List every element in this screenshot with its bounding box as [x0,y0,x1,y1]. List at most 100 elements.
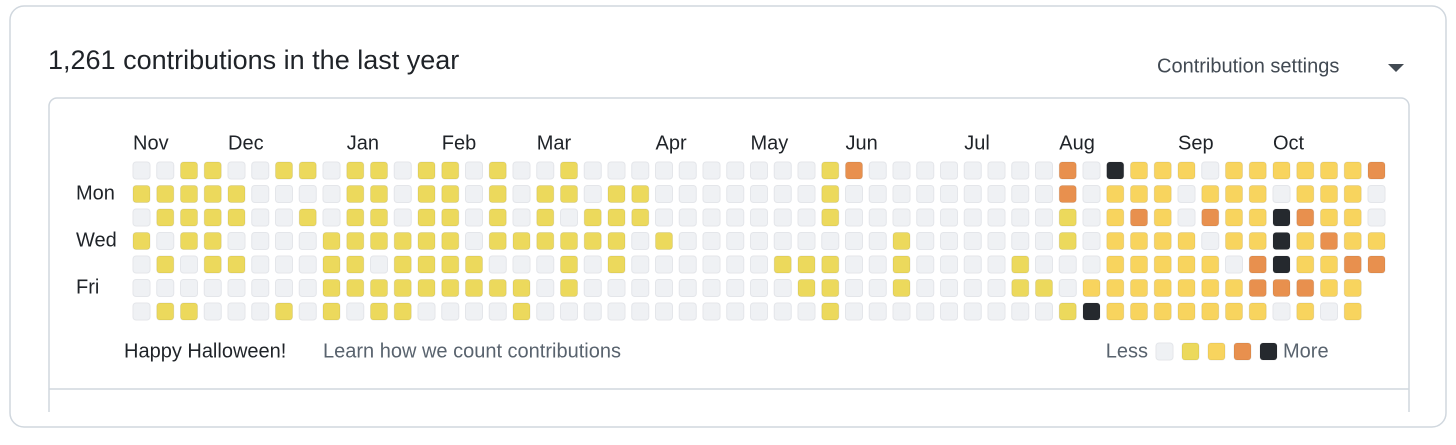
contribution-day [156,232,175,250]
dropdown-caret[interactable] [1388,64,1404,72]
contribution-day [1201,255,1220,274]
day-label: Wed [76,229,117,251]
contribution-day [1248,279,1267,297]
contribution-day [916,185,935,203]
contribution-day [1248,232,1267,250]
contribution-day [631,161,650,180]
contribution-day [227,302,246,321]
contribution-day [1177,185,1196,203]
contribution-day [417,302,436,321]
contribution-day [1130,302,1148,321]
graph-box [48,97,1410,412]
contribution-day [1343,302,1362,321]
contribution-day [1035,185,1053,203]
contribution-day [417,232,436,250]
contribution-day [560,255,578,274]
contribution-day [868,208,887,227]
contribution-day [797,279,816,297]
contribution-day [251,232,270,250]
contribution-day [346,232,365,250]
contribution-day [560,161,578,180]
contribution-day [1106,161,1125,180]
contribution-day [583,232,602,250]
contribution-day [1011,208,1030,227]
contribution-day [1343,208,1362,227]
contribution-day [750,232,768,250]
legend-cell [1259,342,1278,361]
contribution-day [512,161,531,180]
contribution-day [916,255,935,274]
contribution-day [655,232,673,250]
contribution-day [631,232,650,250]
contribution-day [678,185,697,203]
contribution-day [607,255,626,274]
contribution-day [180,302,198,321]
contribution-day [987,208,1006,227]
contribution-day [868,279,887,297]
contribution-day [1058,302,1077,321]
contribution-day [488,302,507,321]
contribution-day [655,161,673,180]
contribution-day [203,302,222,321]
contribution-day [1320,232,1338,250]
contribution-day [963,255,982,274]
contribution-day [1082,279,1101,297]
learn-link[interactable]: Learn how we count contributions [323,340,621,362]
contribution-day [607,185,626,203]
contribution-day [560,208,578,227]
contribution-day [726,279,745,297]
contribution-day [275,232,293,250]
contribution-day [1367,185,1386,203]
legend-cell [1155,342,1174,361]
contribution-day [797,232,816,250]
contribution-day [750,161,768,180]
contribution-day [1153,161,1172,180]
contribution-day [1272,302,1291,321]
contribution-day [156,279,175,297]
contribution-day [275,255,293,274]
contribution-day [441,161,460,180]
contribution-day [180,279,198,297]
contribution-day [1296,255,1315,274]
contribution-day [1035,232,1053,250]
contribution-day [1082,255,1101,274]
contribution-day [1272,161,1291,180]
contribution-day [655,185,673,203]
legend-cell [1233,342,1252,361]
contribution-day [1035,208,1053,227]
contribution-day [940,232,958,250]
contribution-day [773,255,792,274]
settings-button[interactable]: Contribution settings [1157,55,1339,77]
contribution-day [227,255,246,274]
contribution-day [370,255,388,274]
contribution-day [845,255,863,274]
contribution-day [1367,208,1386,227]
contribution-day [512,185,531,203]
contribution-day [845,302,863,321]
contribution-day [465,185,483,203]
contribution-day [1011,185,1030,203]
legend-more: More [1283,340,1329,362]
contribution-day [346,208,365,227]
contribution-day [203,232,222,250]
contribution-day [156,302,175,321]
contribution-day [441,279,460,297]
contribution-day [916,279,935,297]
contribution-day [1296,185,1315,203]
contribution-day [1225,185,1243,203]
contribution-day [1201,279,1220,297]
contribution-day [1367,255,1386,274]
contribution-day [892,185,911,203]
month-label: Jul [964,132,990,154]
contribution-day [275,185,293,203]
contribution-day [156,208,175,227]
contribution-day [465,302,483,321]
contribution-day [1343,232,1362,250]
contribution-day [1035,255,1053,274]
contribution-day [1130,185,1148,203]
contribution-day [916,161,935,180]
contribution-day [702,208,721,227]
contribution-day [536,255,555,274]
halloween-message: Happy Halloween! [124,340,286,362]
contribution-day [417,208,436,227]
